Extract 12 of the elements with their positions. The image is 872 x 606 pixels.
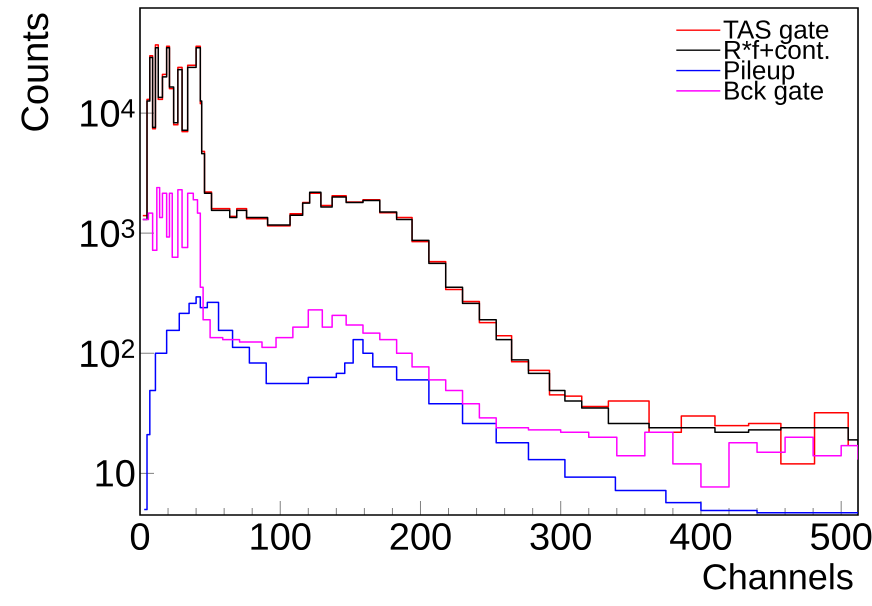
y-tick-label: 10$^{4}$ (81, 99, 135, 127)
y-tick-label: 10 (96, 460, 134, 487)
y-tick-label: 10$^{2}$ (81, 339, 134, 368)
x-tick-label: 400 (670, 523, 732, 550)
y-tick-label: 10$^{3}$ (81, 219, 134, 248)
x-tick-label: 100 (251, 523, 310, 550)
x-tick-label: 500 (811, 523, 872, 550)
x-tick-label: 0 (130, 523, 150, 550)
x-axis-title: Channels (704, 563, 853, 590)
x-tick-label: 300 (530, 523, 591, 550)
y-axis-title: Counts (21, 14, 48, 131)
x-tick-label: 200 (390, 523, 451, 550)
